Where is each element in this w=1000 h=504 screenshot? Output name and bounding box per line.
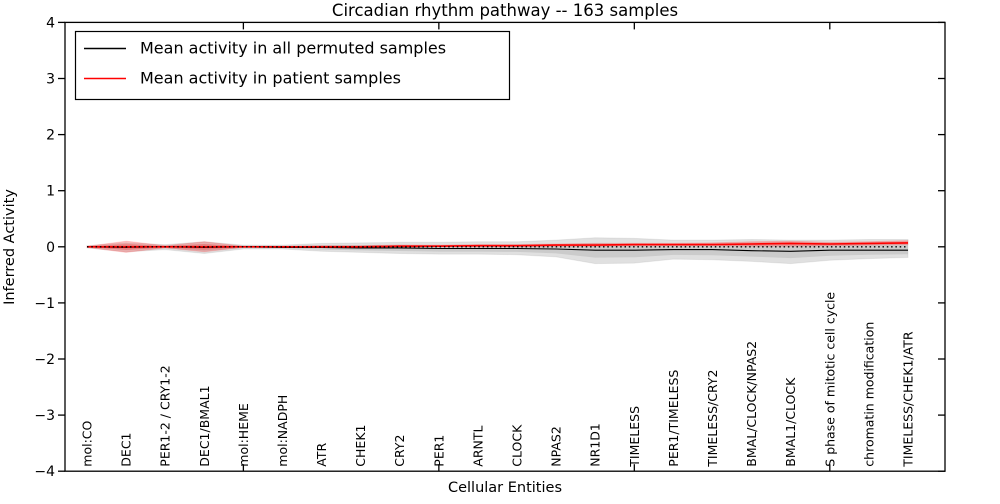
- x-tick-label: chromatin modification: [861, 322, 876, 467]
- y-tick-label: −4: [34, 464, 55, 480]
- y-tick-label: 3: [46, 72, 55, 88]
- x-tick-label: NPAS2: [549, 426, 564, 467]
- x-tick-label: mol:NADPH: [275, 395, 290, 467]
- x-tick-label: PER1: [431, 435, 446, 467]
- x-tick-label: mol:CO: [80, 420, 95, 466]
- y-axis-label: Inferred Activity: [2, 189, 18, 305]
- x-tick-label: BMAL/CLOCK/NPAS2: [744, 341, 759, 467]
- x-tick-label: S phase of mitotic cell cycle: [822, 292, 837, 467]
- x-tick-label: PER1/TIMELESS: [666, 370, 681, 467]
- x-tick-label: TIMELESS/CHEK1/ATR: [900, 331, 915, 468]
- y-tick-label: 2: [46, 128, 55, 144]
- y-tick-label: −3: [34, 408, 55, 424]
- patient-mean-line: [87, 242, 909, 248]
- x-axis-label: Cellular Entities: [448, 480, 562, 496]
- legend-box: [74, 30, 511, 101]
- x-tick-label: PER1-2 / CRY1-2: [158, 365, 173, 466]
- x-tick-label: ATR: [314, 442, 329, 466]
- x-tick-label: TIMELESS: [627, 406, 642, 468]
- x-tick-label: CLOCK: [510, 424, 525, 467]
- y-tick-label: −1: [34, 296, 55, 312]
- x-tick-label: TIMELESS/CRY2: [705, 370, 720, 468]
- x-tick-label: CRY2: [392, 434, 407, 466]
- chart-title: Circadian rhythm pathway -- 163 samples: [332, 1, 678, 20]
- plot-render-layer: −4 −3 −2 −1 0 1 2 3 4 mol:CO DEC1 PER1-2 / CRY1-2 DE…: [34, 15, 946, 480]
- legend-label-patient: Mean activity in patient samples: [140, 69, 401, 88]
- x-tick-label: BMAL1/CLOCK: [783, 377, 798, 467]
- y-tick-label: 4: [46, 15, 55, 31]
- y-tick-label: 0: [46, 240, 55, 256]
- x-tick-label: ARNTL: [470, 425, 485, 466]
- y-tick-label: −2: [34, 352, 55, 368]
- x-tick-label: DEC1/BMAL1: [197, 385, 212, 466]
- x-tick-label: mol:HEME: [236, 403, 251, 467]
- x-tick-label: NR1D1: [588, 423, 603, 467]
- legend-label-permuted: Mean activity in all permuted samples: [140, 39, 446, 58]
- y-tick-label: 1: [46, 184, 55, 200]
- x-tick-label: CHEK1: [353, 425, 368, 467]
- x-tick-label: DEC1: [119, 432, 134, 466]
